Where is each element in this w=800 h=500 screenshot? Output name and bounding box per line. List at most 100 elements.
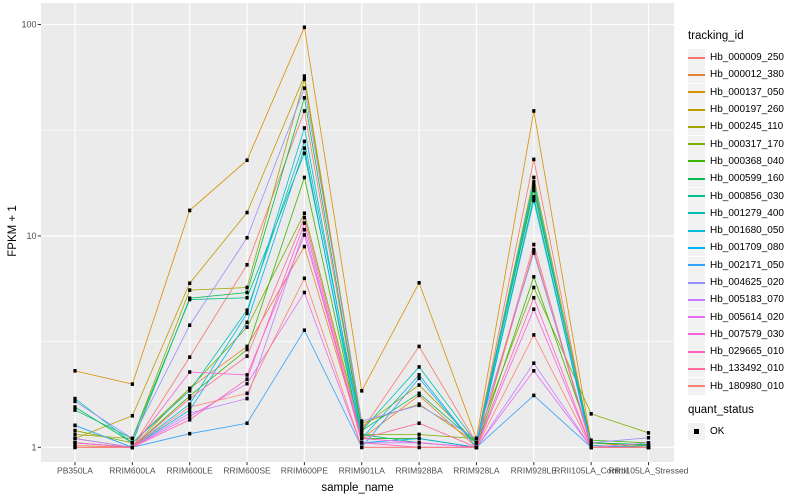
- legend-label: Hb_000368_040: [710, 155, 784, 167]
- legend-label: OK: [710, 426, 725, 438]
- series-line-swatch-icon: [688, 212, 705, 215]
- data-point: [417, 365, 421, 369]
- data-point: [73, 408, 77, 412]
- data-point: [245, 373, 249, 377]
- legend-item: Hb_001680_050: [688, 222, 800, 240]
- legend-item: Hb_000368_040: [688, 152, 800, 170]
- data-point: [302, 74, 306, 78]
- series-color-swatch: [688, 204, 705, 222]
- series-color-swatch: [688, 187, 705, 205]
- data-point: [532, 188, 536, 193]
- series-line-swatch-icon: [688, 195, 705, 198]
- legend-item: Hb_001709_080: [688, 239, 800, 257]
- x-tick-label: RRIM928LE: [511, 466, 558, 476]
- legend-label: Hb_000197_260: [710, 104, 784, 116]
- data-point: [188, 370, 192, 374]
- data-point: [188, 402, 192, 406]
- series-line-swatch-icon: [688, 333, 705, 336]
- data-point: [73, 423, 77, 428]
- data-point: [188, 386, 192, 391]
- legend-label: Hb_001279_400: [710, 207, 784, 219]
- data-point: [302, 146, 306, 150]
- ok-point-swatch: [688, 423, 705, 441]
- data-point: [188, 396, 192, 401]
- data-point: [73, 396, 77, 401]
- data-point: [589, 443, 593, 448]
- x-axis-title: sample_name: [321, 482, 394, 494]
- legend-label: Hb_001680_050: [710, 225, 784, 237]
- data-point: [73, 436, 77, 441]
- data-point: [532, 369, 536, 373]
- data-point: [417, 436, 421, 441]
- legend-item: Hb_180980_010: [688, 377, 800, 395]
- data-point: [245, 235, 249, 240]
- data-point: [646, 441, 651, 445]
- series-color-swatch: [688, 170, 705, 188]
- data-point: [130, 382, 134, 386]
- series-line-swatch-icon: [688, 73, 705, 76]
- data-point: [360, 389, 364, 393]
- data-point: [188, 431, 192, 436]
- legend-label: Hb_000317_170: [710, 138, 784, 150]
- data-point: [188, 297, 192, 302]
- data-point: [302, 233, 306, 237]
- data-point: [417, 403, 421, 408]
- legend-label: Hb_000245_110: [710, 121, 784, 133]
- data-point: [245, 354, 249, 358]
- series-line-swatch-icon: [688, 246, 705, 249]
- x-tick-label: RRIM600PE: [281, 466, 329, 476]
- data-point: [360, 425, 364, 429]
- data-point: [302, 328, 306, 333]
- data-point: [532, 180, 536, 184]
- data-point: [532, 109, 536, 113]
- data-point: [302, 175, 306, 180]
- series-line-swatch-icon: [688, 56, 705, 59]
- data-point: [130, 445, 134, 450]
- data-point: [245, 377, 249, 381]
- data-point: [646, 431, 651, 435]
- legend-item: Hb_000599_160: [688, 170, 800, 188]
- data-point: [245, 344, 249, 349]
- y-tick-label: 1: [31, 443, 36, 453]
- series-color-swatch: [688, 135, 705, 153]
- x-tick-label: RRIM600LE: [167, 466, 214, 476]
- series-line-swatch-icon: [688, 91, 705, 94]
- data-point: [245, 311, 249, 316]
- data-point: [417, 445, 421, 450]
- x-tick-label: RRIM600SE: [223, 466, 271, 476]
- data-point: [188, 355, 192, 359]
- legend-item: Hb_000137_050: [688, 83, 800, 101]
- data-point: [73, 399, 77, 404]
- data-point: [646, 445, 651, 450]
- data-point: [532, 175, 536, 180]
- series-line-swatch-icon: [688, 316, 705, 319]
- x-tick-label: RRIM928LA: [453, 466, 500, 476]
- data-point: [417, 391, 421, 396]
- data-point: [532, 182, 536, 187]
- legend-item: Hb_001279_400: [688, 204, 800, 222]
- data-point: [417, 280, 421, 285]
- legend-label: Hb_002171_050: [710, 259, 784, 271]
- series-line-swatch-icon: [688, 177, 705, 180]
- data-point: [474, 445, 479, 450]
- data-point: [302, 25, 306, 30]
- legend-label: Hb_029665_010: [710, 346, 784, 358]
- series-color-swatch: [688, 83, 705, 101]
- data-point: [302, 276, 306, 281]
- data-point: [245, 295, 249, 300]
- data-point: [589, 438, 593, 443]
- legend-items: Hb_000009_250 Hb_000012_380 Hb_000137_050 H…: [688, 49, 800, 395]
- data-point: [302, 221, 306, 225]
- series-color-swatch: [688, 291, 705, 309]
- data-point: [302, 96, 306, 100]
- series-line-swatch-icon: [688, 125, 705, 128]
- legend-label: Hb_000599_160: [710, 173, 784, 185]
- data-point: [532, 185, 536, 189]
- data-point: [73, 369, 77, 373]
- series-line-swatch-icon: [688, 229, 705, 232]
- legend-label: Hb_000137_050: [710, 86, 784, 98]
- data-point: [360, 436, 364, 441]
- data-point: [532, 247, 536, 252]
- series-color-swatch: [688, 377, 705, 395]
